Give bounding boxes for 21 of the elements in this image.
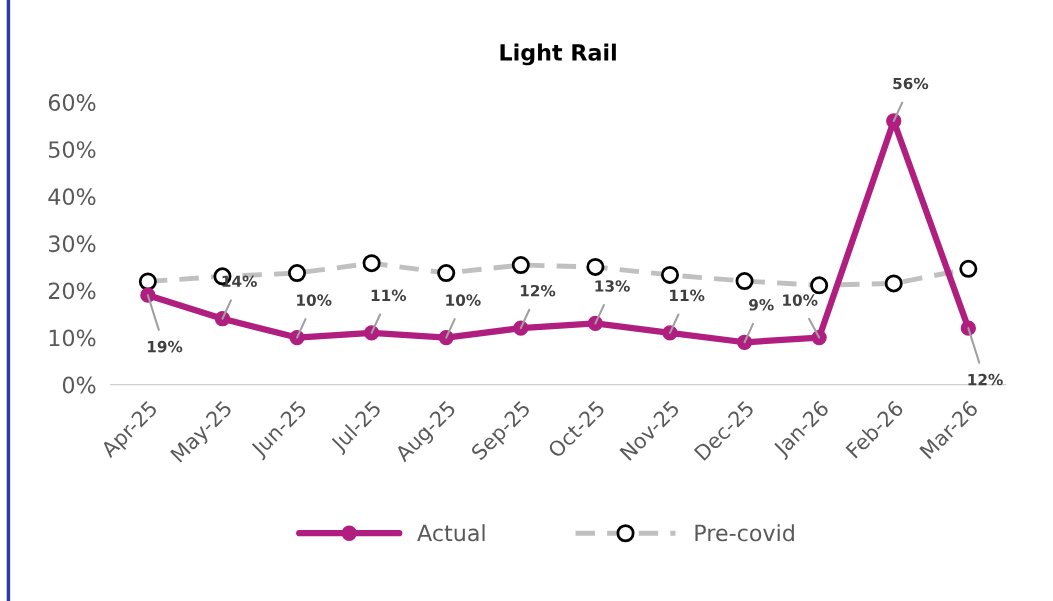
legend-label: Pre-covid	[695, 524, 794, 542]
y-tick-label: 50%	[49, 141, 96, 159]
y-tick-label: 0%	[62, 376, 96, 394]
y-tick-label: 10%	[49, 329, 96, 347]
y-tick-label: 20%	[48, 282, 96, 300]
y-tick-label: 30%	[48, 235, 96, 253]
data-label: 12%	[968, 373, 1003, 386]
chart-title: Light Rail	[500, 43, 616, 66]
data-label: 9%	[749, 299, 774, 311]
data-label: 13%	[595, 280, 630, 292]
legend-label: Actual	[417, 524, 485, 542]
data-label: 19%	[147, 340, 183, 353]
y-tick-label: 60%	[48, 94, 96, 111]
data-label: 11%	[371, 289, 407, 302]
data-label: 12%	[520, 284, 556, 297]
data-label: 10%	[446, 294, 481, 306]
data-label: 10%	[783, 294, 818, 306]
y-tick-label: 40%	[48, 188, 96, 206]
data-label: 11%	[670, 289, 705, 302]
data-label: 56%	[893, 77, 929, 90]
data-label: 10%	[297, 294, 332, 306]
